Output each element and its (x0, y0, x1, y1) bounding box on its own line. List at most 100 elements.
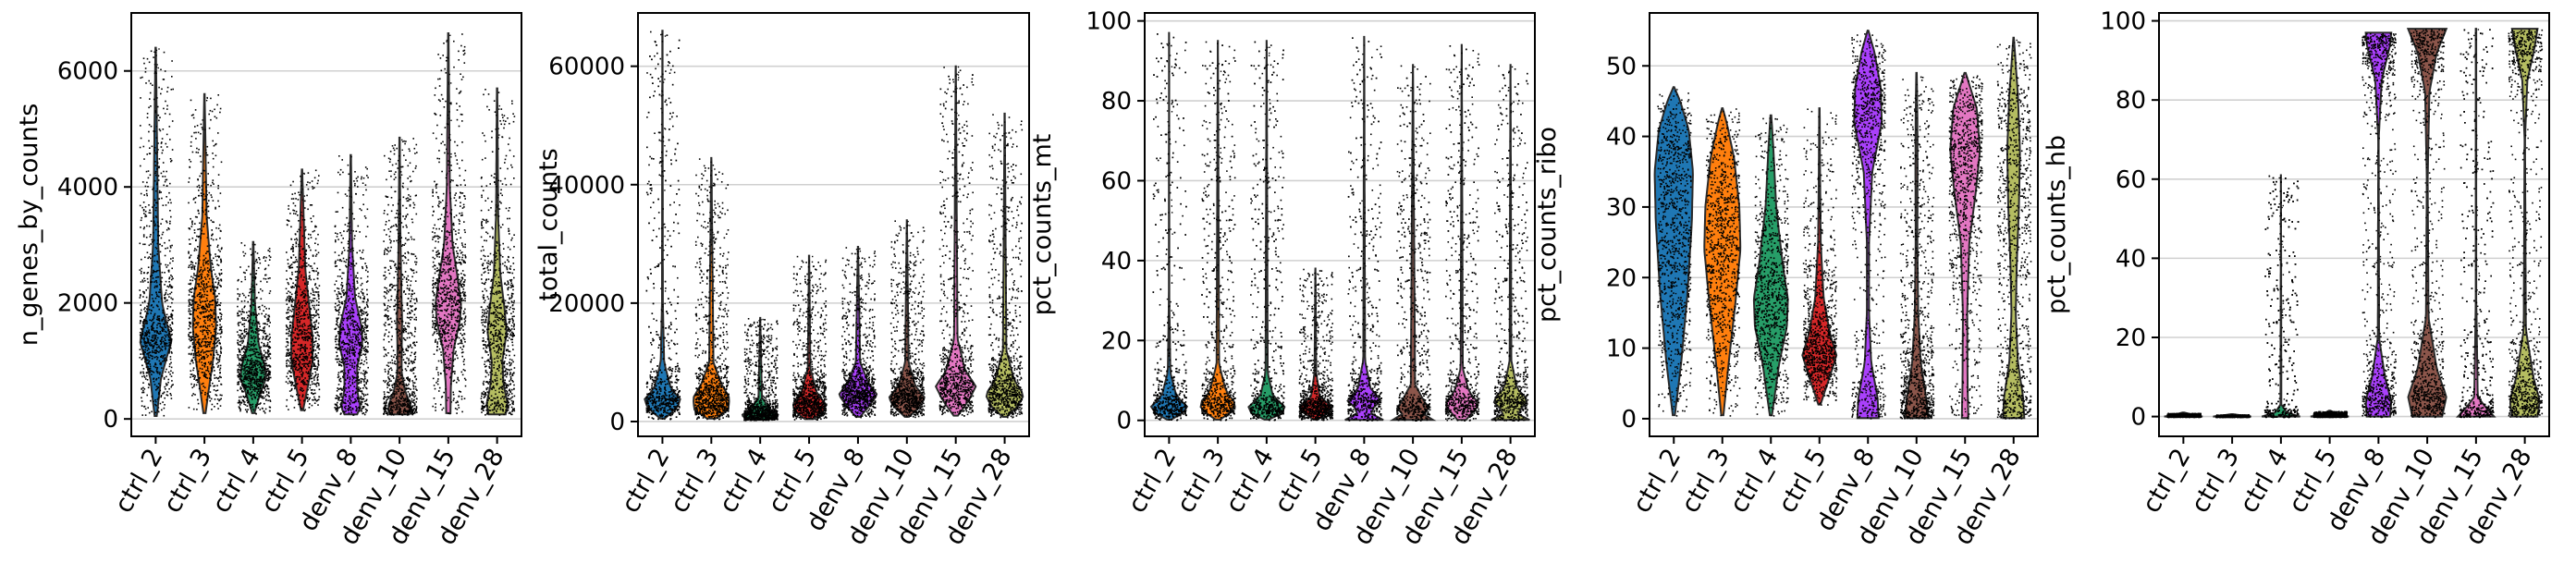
cell-point (213, 292, 215, 294)
cell-point (143, 234, 145, 236)
cell-point (159, 348, 161, 349)
cell-point (161, 395, 163, 397)
cell-point (169, 183, 171, 185)
cell-point (192, 347, 194, 349)
cell-point (160, 93, 162, 95)
cell-point (167, 320, 169, 322)
cell-point (253, 277, 255, 279)
cell-point (211, 324, 213, 325)
cell-point (199, 292, 201, 294)
cell-point (150, 345, 152, 347)
cell-point (149, 98, 151, 100)
cell-point (166, 229, 168, 231)
cell-point (161, 355, 163, 357)
cell-point (146, 375, 148, 377)
cell-point (153, 343, 155, 345)
cell-point (161, 326, 163, 328)
cell-point (171, 351, 173, 353)
cell-point (202, 326, 204, 328)
cell-point (146, 193, 148, 195)
cell-point (152, 260, 153, 262)
cell-point (215, 282, 217, 284)
cell-point (140, 316, 141, 318)
cell-point (265, 399, 267, 401)
cell-point (213, 357, 215, 359)
cell-point (147, 116, 149, 118)
cell-point (206, 196, 207, 197)
cell-point (218, 206, 220, 208)
cell-point (160, 223, 162, 225)
cell-point (256, 384, 257, 385)
cell-point (203, 345, 205, 347)
cell-point (157, 162, 159, 164)
cell-point (150, 213, 152, 214)
cell-point (258, 390, 260, 392)
cell-point (157, 166, 158, 167)
cell-point (162, 272, 164, 274)
cell-point (252, 285, 253, 286)
cell-point (170, 386, 172, 388)
cell-point (168, 372, 170, 373)
cell-point (239, 296, 240, 298)
cell-point (202, 289, 204, 291)
cell-point (242, 319, 244, 321)
cell-point (146, 360, 148, 361)
cell-point (200, 344, 202, 346)
cell-point (171, 335, 173, 336)
cell-point (260, 370, 262, 372)
cell-point (170, 345, 172, 347)
cell-point (243, 370, 245, 372)
cell-point (208, 337, 210, 339)
cell-point (171, 338, 173, 340)
cell-point (168, 388, 170, 390)
cell-point (264, 377, 265, 379)
cell-point (237, 390, 239, 392)
cell-point (257, 341, 259, 343)
cell-point (172, 310, 174, 312)
cell-point (164, 377, 166, 379)
cell-point (265, 336, 267, 338)
cell-point (251, 291, 253, 293)
cell-point (171, 268, 173, 270)
cell-point (145, 214, 147, 216)
cell-point (220, 327, 222, 329)
cell-point (239, 351, 240, 353)
cell-point (144, 336, 146, 337)
cell-point (238, 343, 239, 345)
cell-point (199, 228, 201, 230)
cell-point (156, 248, 158, 250)
cell-point (213, 354, 215, 356)
cell-point (165, 176, 166, 177)
cell-point (141, 138, 142, 140)
cell-point (154, 255, 155, 256)
cell-point (209, 397, 211, 398)
cell-point (218, 283, 220, 285)
cell-point (189, 407, 190, 409)
cell-point (191, 226, 193, 227)
cell-point (216, 359, 218, 361)
cell-point (266, 281, 268, 283)
cell-point (153, 381, 155, 383)
cell-point (141, 400, 143, 402)
cell-point (238, 339, 239, 341)
cell-point (238, 299, 239, 300)
cell-point (253, 291, 254, 292)
cell-point (196, 152, 198, 153)
cell-point (238, 372, 239, 373)
cell-point (191, 136, 193, 138)
cell-point (165, 388, 166, 390)
cell-point (264, 326, 265, 328)
cell-point (161, 298, 163, 300)
cell-point (253, 314, 254, 315)
cell-point (155, 112, 157, 114)
cell-point (190, 312, 191, 314)
cell-point (201, 312, 202, 314)
cell-point (166, 376, 167, 378)
cell-point (172, 120, 174, 122)
cell-point (141, 268, 142, 270)
cell-point (158, 120, 160, 122)
cell-point (239, 363, 240, 365)
cell-point (202, 207, 203, 209)
cell-point (195, 339, 197, 341)
cell-point (150, 281, 152, 283)
